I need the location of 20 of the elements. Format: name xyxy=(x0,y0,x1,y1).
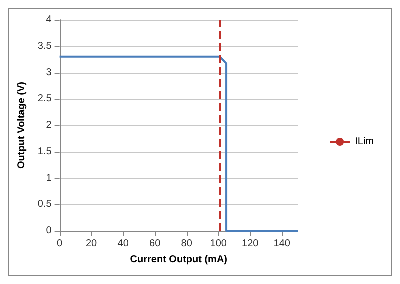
x-tick-label: 40 xyxy=(118,238,130,250)
y-tick-label: 0.5 xyxy=(38,199,52,210)
y-tick-label: 2.5 xyxy=(38,94,52,105)
x-tick-label: 140 xyxy=(274,238,291,250)
legend-label: ILim xyxy=(355,136,374,148)
y-tick-label: 1 xyxy=(46,172,52,184)
y-tick-label: 3.5 xyxy=(38,40,52,52)
y-tick-label: 0 xyxy=(46,226,52,236)
y-tick-label: 2 xyxy=(46,120,52,131)
x-tick-label: 60 xyxy=(150,238,162,250)
x-tick-label: 120 xyxy=(242,238,260,250)
y-tick-label: 3 xyxy=(46,67,52,78)
y-tick-label: 4 xyxy=(46,14,52,26)
y-axis-title: Output Voltage (V) xyxy=(16,82,28,170)
x-tick-label: 0 xyxy=(57,238,64,250)
x-axis-title: Current Output (mA) xyxy=(130,254,228,266)
y-tick-label: 1.5 xyxy=(38,146,52,158)
x-tick-label: 80 xyxy=(181,238,193,250)
x-tick-label: 100 xyxy=(210,238,228,250)
x-tick-label: 20 xyxy=(86,238,98,250)
